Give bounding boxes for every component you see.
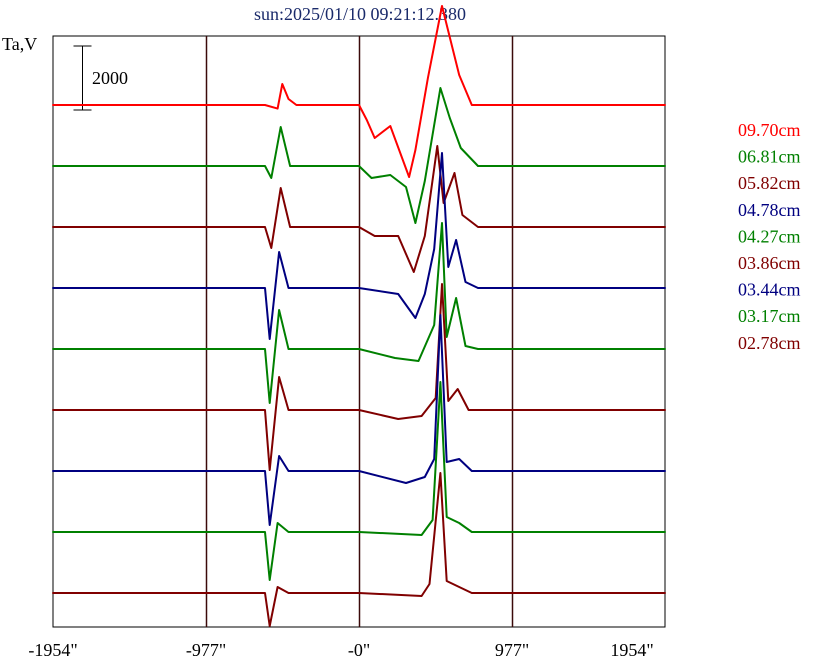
series-line-03.44cm (52, 314, 666, 526)
x-tick-label: -1954" (28, 640, 77, 660)
legend-item: 04.27cm (738, 226, 801, 246)
legend-item: 02.78cm (738, 333, 801, 353)
legend-item: 03.44cm (738, 280, 801, 300)
series-line-03.17cm (52, 381, 666, 581)
reference-lines (205, 36, 514, 627)
legend-item: 04.78cm (738, 200, 801, 220)
legend-item: 05.82cm (738, 173, 801, 193)
x-tick-label: -0" (348, 640, 370, 660)
series-line-06.81cm (52, 87, 666, 224)
series-line-03.86cm (52, 283, 666, 471)
legend-item: 03.86cm (738, 253, 801, 273)
scale-bar (73, 45, 92, 111)
y-axis-label: Ta,V (2, 34, 37, 54)
series-line-04.78cm (52, 152, 666, 340)
series-line-04.27cm (52, 222, 666, 404)
series-line-09.70cm (52, 5, 666, 178)
chart-title: sun:2025/01/10 09:21:12.380 (254, 4, 466, 24)
series-group (52, 5, 666, 627)
x-tick-label: -977" (186, 640, 226, 660)
x-tick-label: 977" (495, 640, 529, 660)
legend-item: 03.17cm (738, 306, 801, 326)
series-line-05.82cm (52, 145, 666, 273)
x-tick-labels: -1954" -977" -0" 977" 1954" (28, 640, 653, 660)
scale-bar-label: 2000 (92, 68, 128, 88)
legend-item: 06.81cm (738, 147, 801, 167)
series-line-02.78cm (52, 472, 666, 627)
legend: 09.70cm 06.81cm 05.82cm 04.78cm 04.27cm 03.86… (738, 120, 801, 353)
x-tick-label: 1954" (610, 640, 653, 660)
legend-item: 09.70cm (738, 120, 801, 140)
